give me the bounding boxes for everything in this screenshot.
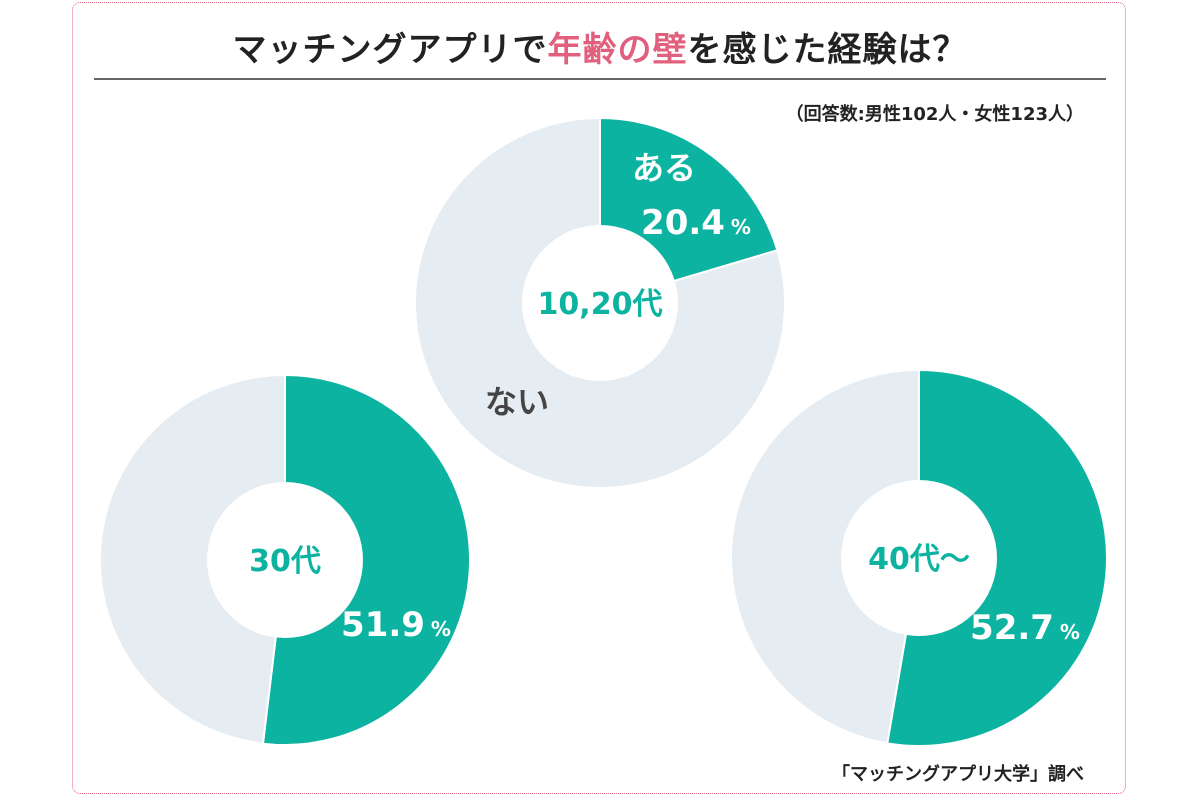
title-highlight: 年齢の壁 xyxy=(547,30,688,70)
chart-frame xyxy=(72,2,1126,794)
slice-no xyxy=(730,368,920,745)
source-note: 「マッチングアプリ大学」調べ xyxy=(832,764,1084,785)
slice-yes xyxy=(886,368,1108,747)
donut-chart-2: 30代 51.9% xyxy=(99,373,472,746)
chart-title: マッチングアプリで年齢の壁を感じた経験は？ xyxy=(0,22,1200,71)
respondents-note: （回答数:男性102人・女性123人） xyxy=(785,104,1084,125)
donut-hole xyxy=(522,225,678,381)
center-label: 40代〜 xyxy=(868,542,970,577)
slice-label-yes: ある xyxy=(632,149,696,187)
donut-chart-3: 40代〜52.7% xyxy=(730,368,1108,747)
center-label: 10,20代 xyxy=(538,287,663,322)
title-prefix: マッチングアプリで xyxy=(232,30,548,70)
title-suffix: を感じた経験は？ xyxy=(687,30,968,70)
center-label: 30代 xyxy=(249,544,321,579)
percent-label: 20.4% xyxy=(641,203,751,243)
percent-label: 51.9% xyxy=(341,605,451,645)
donut-hole xyxy=(207,482,363,638)
donut-chart-1: 10,20代 ある 20.4 % ない xyxy=(414,116,786,489)
donut-hole xyxy=(841,480,997,636)
percent-label: 52.7% xyxy=(970,608,1080,648)
slice-no xyxy=(99,373,286,745)
title-divider xyxy=(94,78,1106,80)
slice-yes xyxy=(261,373,472,746)
slice-label-no: ない xyxy=(485,383,549,421)
